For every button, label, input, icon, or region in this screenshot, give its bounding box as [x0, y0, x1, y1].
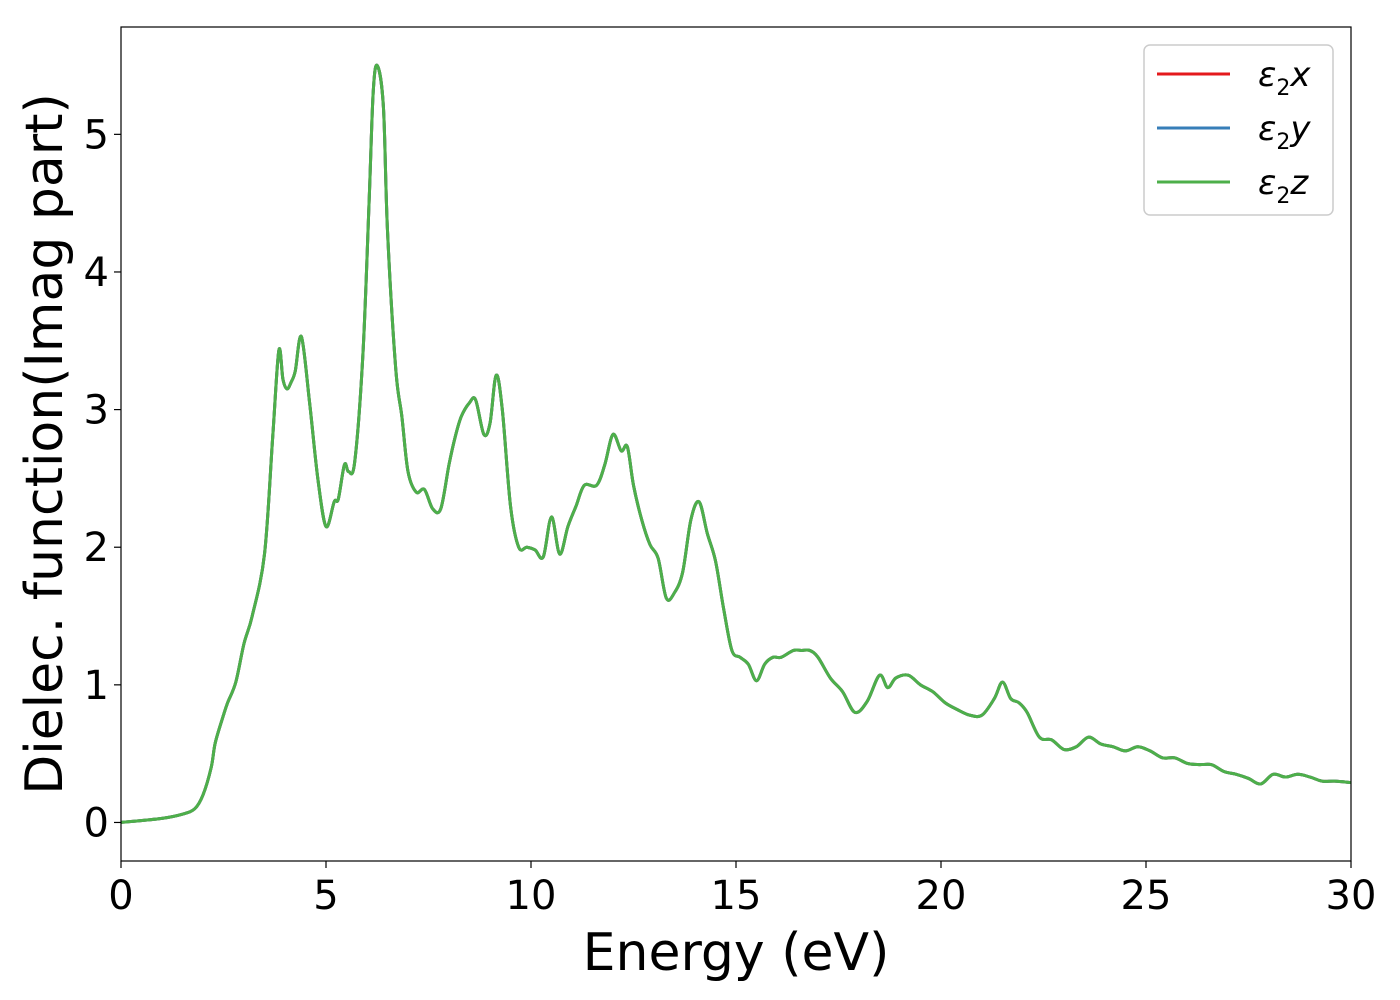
x-tick-label: 15 — [711, 873, 762, 919]
x-tick-label: 30 — [1326, 873, 1377, 919]
series-layer — [121, 63, 1351, 824]
legend-label-y: ε2y — [1258, 109, 1311, 155]
legend-subscript: 2 — [1276, 130, 1290, 155]
legend-axis-letter: x — [1289, 55, 1311, 95]
x-tick-label: 25 — [1121, 873, 1172, 919]
x-tick-label: 20 — [916, 873, 967, 919]
y-tick-label: 2 — [84, 525, 109, 571]
legend-subscript: 2 — [1276, 76, 1290, 101]
x-tick-label: 5 — [313, 873, 338, 919]
legend-axis-letter: y — [1289, 109, 1311, 149]
x-axis-label: Energy (eV) — [583, 923, 890, 983]
legend-label-x: ε2x — [1258, 55, 1311, 101]
legend-label-z: ε2z — [1258, 163, 1309, 209]
legend-axis-letter: z — [1289, 163, 1309, 203]
x-tick-label: 0 — [108, 873, 133, 919]
legend-box — [1143, 44, 1334, 216]
y-tick-label: 1 — [84, 663, 109, 709]
y-tick-label: 3 — [84, 388, 109, 434]
x-tick-label: 10 — [506, 873, 557, 919]
y-tick-label: 5 — [84, 112, 109, 158]
series-line-z — [121, 63, 1351, 824]
y-tick-label: 4 — [84, 250, 109, 296]
y-tick-label: 0 — [84, 800, 109, 846]
legend-epsilon: ε — [1258, 55, 1276, 95]
legend-epsilon: ε — [1258, 163, 1276, 203]
legend-epsilon: ε — [1258, 109, 1276, 149]
y-axis-label: Dielec. function(Imag part) — [15, 93, 75, 795]
x-axis: 0 5 10 15 20 25 30 — [108, 861, 1376, 919]
y-axis: 0 1 2 3 4 5 — [84, 112, 121, 846]
legend-subscript: 2 — [1276, 184, 1290, 209]
